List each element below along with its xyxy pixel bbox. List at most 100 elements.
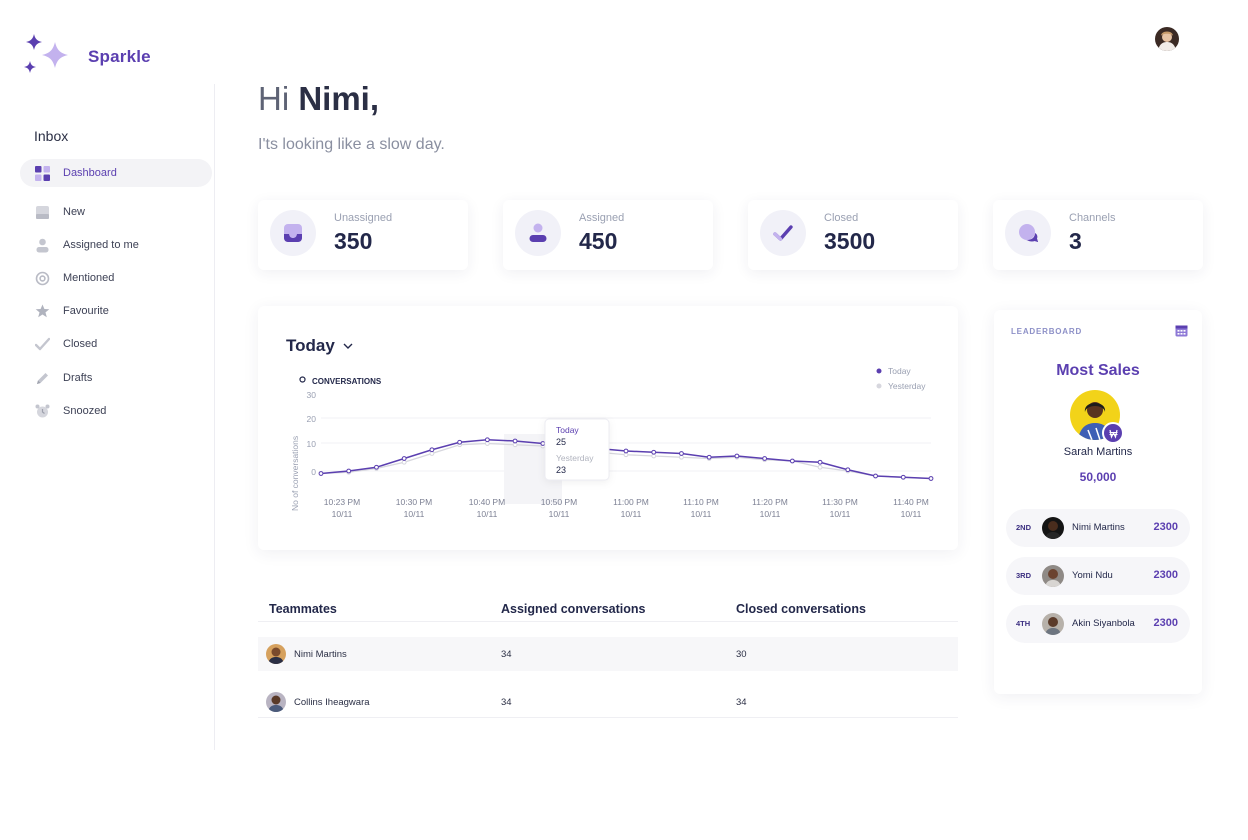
data-point-yesterday[interactable]: [623, 452, 629, 458]
data-point-today[interactable]: [900, 474, 906, 480]
table-divider: [258, 717, 958, 718]
data-point-today[interactable]: [457, 439, 463, 445]
legend-marker: [876, 368, 882, 374]
x-tick-label: 11:20 PM: [752, 497, 788, 507]
sidebar-item-snoozed[interactable]: Snoozed: [20, 397, 212, 425]
data-point-today[interactable]: [817, 459, 823, 465]
data-point-today[interactable]: [512, 438, 518, 444]
dashboard-icon: [35, 165, 50, 181]
x-tick-label: 11:10 PM: [683, 497, 719, 507]
stat-value: 3: [1069, 228, 1082, 254]
stat-card-unassigned[interactable]: Unassigned 350: [258, 200, 468, 270]
stat-card-assigned[interactable]: Assigned 450: [503, 200, 713, 270]
data-point-yesterday[interactable]: [817, 464, 823, 470]
data-point-today[interactable]: [429, 447, 435, 453]
legend-label: Yesterday: [888, 381, 926, 391]
table-row[interactable]: Collins Iheagwara 34 34: [258, 685, 958, 719]
data-point-today[interactable]: [318, 471, 324, 476]
stat-label: Unassigned: [334, 212, 393, 224]
leaderboard-heading: Most Sales: [1056, 362, 1140, 379]
leaderboard-row[interactable]: 3RD Yomi Ndu 2300: [1006, 557, 1190, 595]
data-point-today[interactable]: [346, 468, 352, 474]
sidebar-item-closed[interactable]: Closed: [20, 330, 212, 358]
data-point-yesterday[interactable]: [512, 442, 518, 448]
seller-name: Yomi Ndu: [1072, 570, 1113, 581]
data-point-today[interactable]: [734, 453, 740, 459]
stat-card-closed[interactable]: Closed 3500: [748, 200, 958, 270]
sidebar-item-favourite[interactable]: Favourite: [20, 297, 212, 325]
user-avatar[interactable]: [1155, 27, 1179, 51]
seller-name: Akin Siyanbola: [1072, 618, 1135, 629]
brand-logo[interactable]: Sparkle: [22, 34, 151, 80]
tray-icon: [270, 210, 316, 256]
data-point-today[interactable]: [845, 467, 851, 473]
seller-name: Nimi Martins: [1072, 522, 1125, 533]
data-point-today[interactable]: [789, 458, 795, 464]
section-label: CONVERSATIONS: [312, 377, 382, 386]
leaderboard-row[interactable]: 2ND Nimi Martins 2300: [1006, 509, 1190, 547]
page-title: Hi Nimi,: [258, 80, 379, 118]
data-point-today[interactable]: [401, 456, 407, 461]
teammate-name: Nimi Martins: [294, 649, 347, 660]
data-point-today[interactable]: [651, 449, 657, 455]
closed-count: 30: [736, 649, 747, 660]
x-tick-label: 10/11: [477, 509, 498, 519]
data-point-today[interactable]: [623, 448, 629, 454]
calendar-icon[interactable]: [1175, 324, 1188, 337]
tooltip-yesterday-label: Yesterday: [556, 453, 594, 463]
sidebar-item-label: Mentioned: [63, 272, 115, 284]
sidebar-item-assigned-to-me[interactable]: Assigned to me: [20, 231, 212, 259]
data-point-today[interactable]: [928, 476, 934, 481]
conversations-line-chart: CONVERSATIONS Today Yesterday No of conv…: [290, 366, 934, 519]
period-dropdown[interactable]: Today: [286, 336, 353, 356]
data-point-yesterday[interactable]: [429, 451, 435, 456]
table-row[interactable]: Nimi Martins 34 30: [258, 637, 958, 671]
sales-badge-icon: [1102, 422, 1124, 444]
x-tick-label: 10/11: [404, 509, 425, 519]
leaderboard-row[interactable]: 4TH Akin Siyanbola 2300: [1006, 605, 1190, 643]
x-tick-label: 10/11: [760, 509, 781, 519]
x-tick-label: 10:40 PM: [469, 497, 505, 507]
star-icon: [35, 304, 50, 319]
data-point-yesterday[interactable]: [651, 453, 657, 459]
check-icon: [35, 337, 50, 352]
tooltip-today-value: 25: [556, 437, 566, 447]
closed-count: 34: [736, 697, 747, 708]
sidebar-item-mentioned[interactable]: Mentioned: [20, 264, 212, 292]
user-icon: [35, 238, 50, 253]
x-tick-label: 10:50 PM: [541, 497, 577, 507]
data-point-today[interactable]: [706, 454, 712, 460]
seller-value: 2300: [1153, 521, 1178, 533]
stat-label: Channels: [1069, 212, 1116, 224]
sidebar-item-label: Drafts: [63, 372, 93, 384]
sidebar-item-dashboard[interactable]: Dashboard: [20, 159, 212, 187]
chart-tooltip: Today 25 Yesterday 23: [544, 418, 610, 481]
rank-label: 2ND: [1016, 523, 1032, 532]
leaderboard-card: LEADERBOARD Most Sales Sarah Martins 50,…: [994, 310, 1202, 694]
column-header-teammates[interactable]: Teammates: [269, 602, 337, 616]
sidebar-item-new[interactable]: New: [20, 198, 212, 226]
at-icon: [35, 271, 50, 286]
avatar: [266, 692, 286, 712]
rank-label: 4TH: [1016, 619, 1031, 628]
data-point-today[interactable]: [374, 464, 379, 470]
y-axis-label: No of conversations: [290, 436, 300, 511]
data-point-today[interactable]: [873, 473, 878, 479]
data-point-yesterday[interactable]: [484, 441, 490, 446]
data-point-yesterday[interactable]: [401, 459, 407, 465]
data-point-today[interactable]: [484, 437, 490, 443]
data-point-today[interactable]: [540, 441, 546, 446]
column-header-closed[interactable]: Closed conversations: [736, 602, 866, 616]
data-point-today[interactable]: [762, 456, 768, 461]
x-tick-label: 10/11: [549, 509, 570, 519]
data-point-yesterday[interactable]: [679, 454, 684, 460]
stat-card-channels[interactable]: Channels 3: [993, 200, 1203, 270]
sidebar-item-drafts[interactable]: Drafts: [20, 364, 212, 392]
rank-label: 3RD: [1016, 571, 1032, 580]
data-point-today[interactable]: [679, 451, 684, 456]
x-tick-label: 10/11: [830, 509, 851, 519]
teammate-name: Collins Iheagwara: [294, 697, 370, 708]
x-tick-label: 10:23 PM: [324, 497, 360, 507]
column-header-assigned[interactable]: Assigned conversations: [501, 602, 646, 616]
leaderboard-title: LEADERBOARD: [1011, 327, 1083, 336]
